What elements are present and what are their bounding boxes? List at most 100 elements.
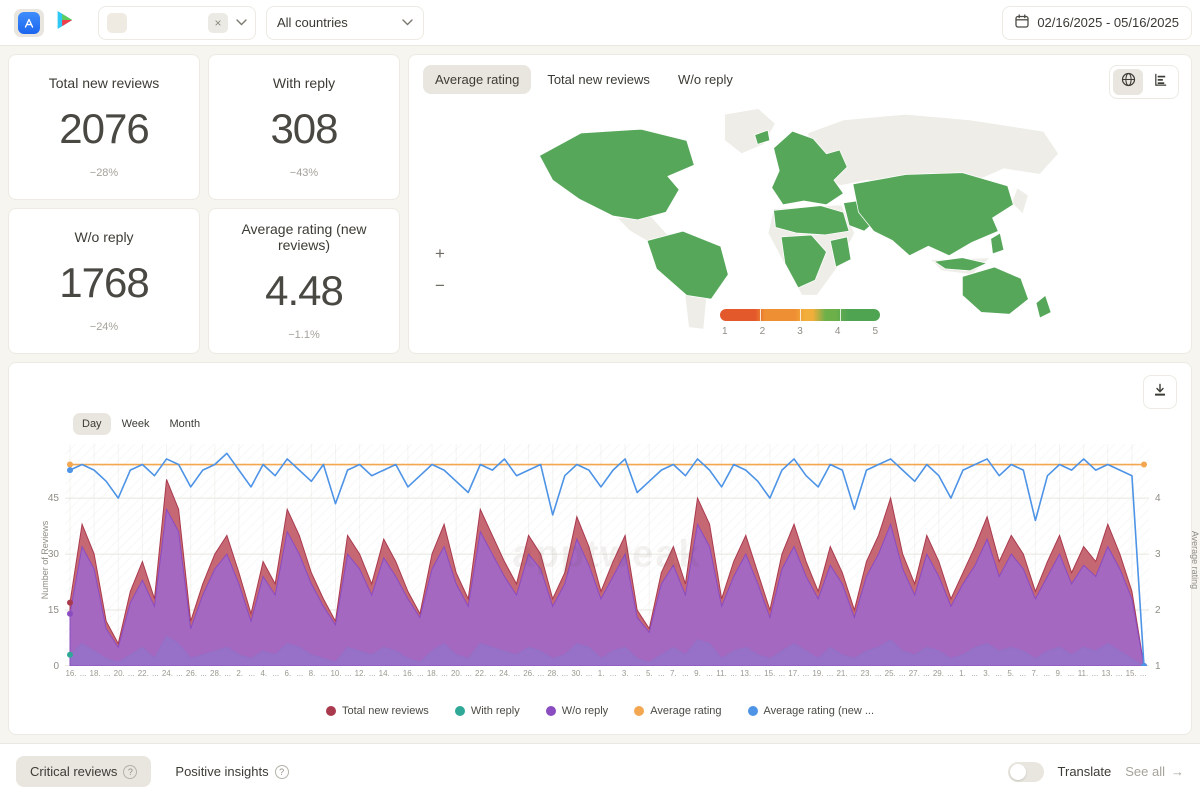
map-region-highlighted[interactable]: [773, 205, 850, 236]
x-tick-label: 29.: [932, 669, 944, 678]
series-endpoint-dot: [67, 467, 73, 474]
stat-label: With reply: [272, 75, 336, 91]
x-tick-label: ...: [561, 669, 569, 678]
x-tick-label: 12.: [354, 669, 366, 678]
date-range-picker[interactable]: 02/16/2025 - 05/16/2025: [1002, 5, 1192, 40]
stat-delta: −28%: [89, 167, 119, 179]
legend-item[interactable]: Total new reviews: [325, 705, 429, 717]
map-region-highlighted[interactable]: [771, 130, 848, 206]
calendar-icon: [1015, 14, 1029, 31]
zoom-in-button[interactable]: +: [429, 243, 451, 265]
y-right-ticks: 1 2 3 4: [1155, 444, 1175, 672]
x-tick-label: 16.: [65, 669, 77, 678]
chevron-down-icon: [236, 19, 247, 26]
x-tick-label: 18.: [89, 669, 101, 678]
map-tab-1[interactable]: Total new reviews: [547, 72, 650, 87]
x-tick-label: 21.: [836, 669, 848, 678]
map-region-highlighted[interactable]: [961, 266, 1029, 315]
x-tick-label: ...: [79, 669, 87, 678]
chart-view-button[interactable]: [1145, 69, 1175, 95]
positive-insights-label: Positive insights: [175, 764, 269, 779]
x-tick-label: ...: [296, 669, 304, 678]
granularity-tab-day[interactable]: Day: [73, 413, 111, 435]
x-tick-label: 7.: [670, 669, 677, 678]
map-tab-0[interactable]: Average rating: [423, 65, 532, 94]
map-region-highlighted[interactable]: [990, 232, 1005, 255]
x-tick-label: ...: [1043, 669, 1051, 678]
x-tick-label: 30.: [571, 669, 583, 678]
world-map[interactable]: [526, 99, 1074, 340]
series-endpoint-dot: [67, 610, 73, 617]
stat-value: 2076: [59, 105, 149, 152]
legend-dot: [454, 706, 465, 716]
positive-insights-tab[interactable]: Positive insights ?: [161, 756, 302, 787]
footer: Critical reviews ? Positive insights ? T…: [0, 743, 1200, 799]
legend-item[interactable]: Average rating (new ...: [747, 705, 874, 717]
stat-label: Average rating (new reviews): [241, 221, 367, 253]
x-tick-label: 1.: [597, 669, 605, 678]
granularity-tabs: Day Week Month: [73, 413, 209, 435]
clear-app-icon[interactable]: ×: [208, 12, 228, 33]
zoom-out-button[interactable]: −: [429, 275, 451, 297]
topbar: × All countries 02/16/2025 - 05/16/2025: [0, 0, 1200, 46]
legend-item[interactable]: W/o reply: [545, 705, 609, 717]
stat-value: 308: [270, 105, 338, 152]
map-region-highlighted[interactable]: [933, 257, 988, 272]
map-view-button[interactable]: [1113, 69, 1143, 95]
line-series: [69, 452, 1145, 666]
scale-separator: [840, 309, 841, 321]
platform-switcher: [8, 5, 86, 40]
x-tick-label: 26.: [523, 669, 535, 678]
x-tick-label: 6.: [284, 669, 292, 678]
map-region-highlighted[interactable]: [754, 129, 771, 145]
granularity-tab-week[interactable]: Week: [121, 418, 150, 430]
x-tick-label: ...: [103, 669, 111, 678]
app-store-platform-button[interactable]: [14, 8, 44, 37]
help-icon[interactable]: ?: [274, 764, 289, 779]
map-region-highlighted[interactable]: [780, 234, 827, 289]
x-tick-label: 1.: [959, 669, 966, 678]
translate-toggle[interactable]: [1007, 761, 1044, 782]
map-view-toggle: [1109, 65, 1179, 99]
bar-chart-icon: [1153, 72, 1168, 92]
x-tick-label: ...: [850, 669, 858, 678]
x-tick-label: 2.: [236, 669, 244, 678]
critical-reviews-label: Critical reviews: [30, 764, 118, 779]
y-right-tick-label: 2: [1155, 605, 1161, 617]
y-left-tick-label: 30: [47, 549, 59, 561]
x-tick-label: ...: [272, 669, 280, 678]
x-tick-label: 26.: [185, 669, 198, 678]
map-region-highlighted[interactable]: [1035, 294, 1052, 319]
x-tick-label: ...: [344, 669, 352, 678]
legend-label: W/o reply: [561, 705, 609, 717]
app-select-dropdown[interactable]: ×: [98, 5, 256, 40]
stat-card-3: Average rating (new reviews) 4.48 −1.1%: [208, 208, 400, 354]
globe-icon: [1121, 72, 1136, 92]
scale-tick-label: 3: [797, 326, 803, 337]
map-tab-2[interactable]: W/o reply: [677, 72, 733, 87]
see-all-link[interactable]: See all →: [1125, 764, 1184, 779]
map-region-highlighted[interactable]: [829, 236, 852, 268]
legend-item[interactable]: With reply: [454, 705, 520, 717]
map-region[interactable]: [1010, 187, 1029, 215]
stat-delta: −24%: [89, 321, 119, 333]
stat-delta: −43%: [289, 167, 319, 179]
google-play-platform-button[interactable]: [50, 9, 80, 37]
map-metric-tabs: Average rating Total new reviews W/o reply: [423, 65, 745, 94]
help-icon[interactable]: ?: [123, 764, 138, 779]
map-region-highlighted[interactable]: [852, 172, 1014, 257]
x-tick-label: 14.: [378, 669, 390, 678]
y-left-tick-label: 45: [47, 493, 59, 505]
granularity-tab-month[interactable]: Month: [169, 418, 201, 430]
map-region[interactable]: [807, 113, 1060, 189]
legend-label: Average rating: [650, 705, 722, 717]
time-series-plot[interactable]: apptweak: [65, 444, 1149, 666]
map-region-highlighted[interactable]: [646, 230, 729, 300]
map-region-highlighted[interactable]: [539, 128, 695, 221]
critical-reviews-tab[interactable]: Critical reviews ?: [16, 756, 152, 787]
country-select-dropdown[interactable]: All countries: [266, 5, 424, 40]
download-chart-button[interactable]: [1143, 375, 1177, 409]
legend-item[interactable]: Average rating: [634, 705, 722, 717]
scale-separator: [800, 309, 801, 321]
x-tick-label: ...: [537, 669, 545, 678]
